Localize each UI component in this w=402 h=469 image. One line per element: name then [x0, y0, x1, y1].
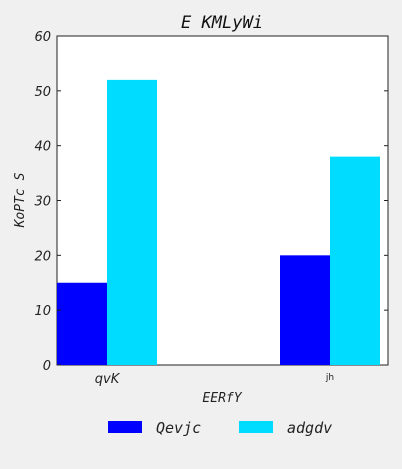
bar-Qevjc-qvK: [57, 282, 107, 365]
x-axis-ticks: qvK jh: [95, 372, 334, 387]
y-axis-label: KoPTc S: [13, 172, 28, 228]
x-tick-label: qvK: [95, 372, 121, 387]
x-tick-label: jh: [325, 373, 334, 383]
y-tick-label: 50: [34, 85, 51, 100]
bar-adgdv-qvK: [107, 79, 157, 365]
bar-adgdv-jh: [330, 156, 380, 365]
y-tick-label: 40: [34, 140, 51, 155]
y-tick-label: 0: [43, 359, 51, 374]
y-tick-label: 30: [34, 195, 51, 210]
y-axis-ticks: 0 10 20 30 40 50 60: [34, 30, 388, 374]
x-axis-label: EERfY: [202, 391, 242, 406]
legend-swatch-Qevjc: [108, 421, 142, 433]
legend-swatch-adgdv: [239, 421, 273, 433]
bars-group: [57, 79, 380, 365]
y-tick-label: 60: [34, 30, 51, 45]
legend: Qevjc adgdv: [108, 419, 332, 437]
bar-Qevjc-jh: [280, 255, 330, 365]
chart-title: E KMLyWi: [181, 13, 263, 33]
legend-label-adgdv: adgdv: [287, 419, 332, 437]
legend-label-Qevjc: Qevjc: [156, 419, 201, 437]
y-tick-label: 10: [34, 304, 51, 319]
y-tick-label: 20: [34, 249, 51, 264]
